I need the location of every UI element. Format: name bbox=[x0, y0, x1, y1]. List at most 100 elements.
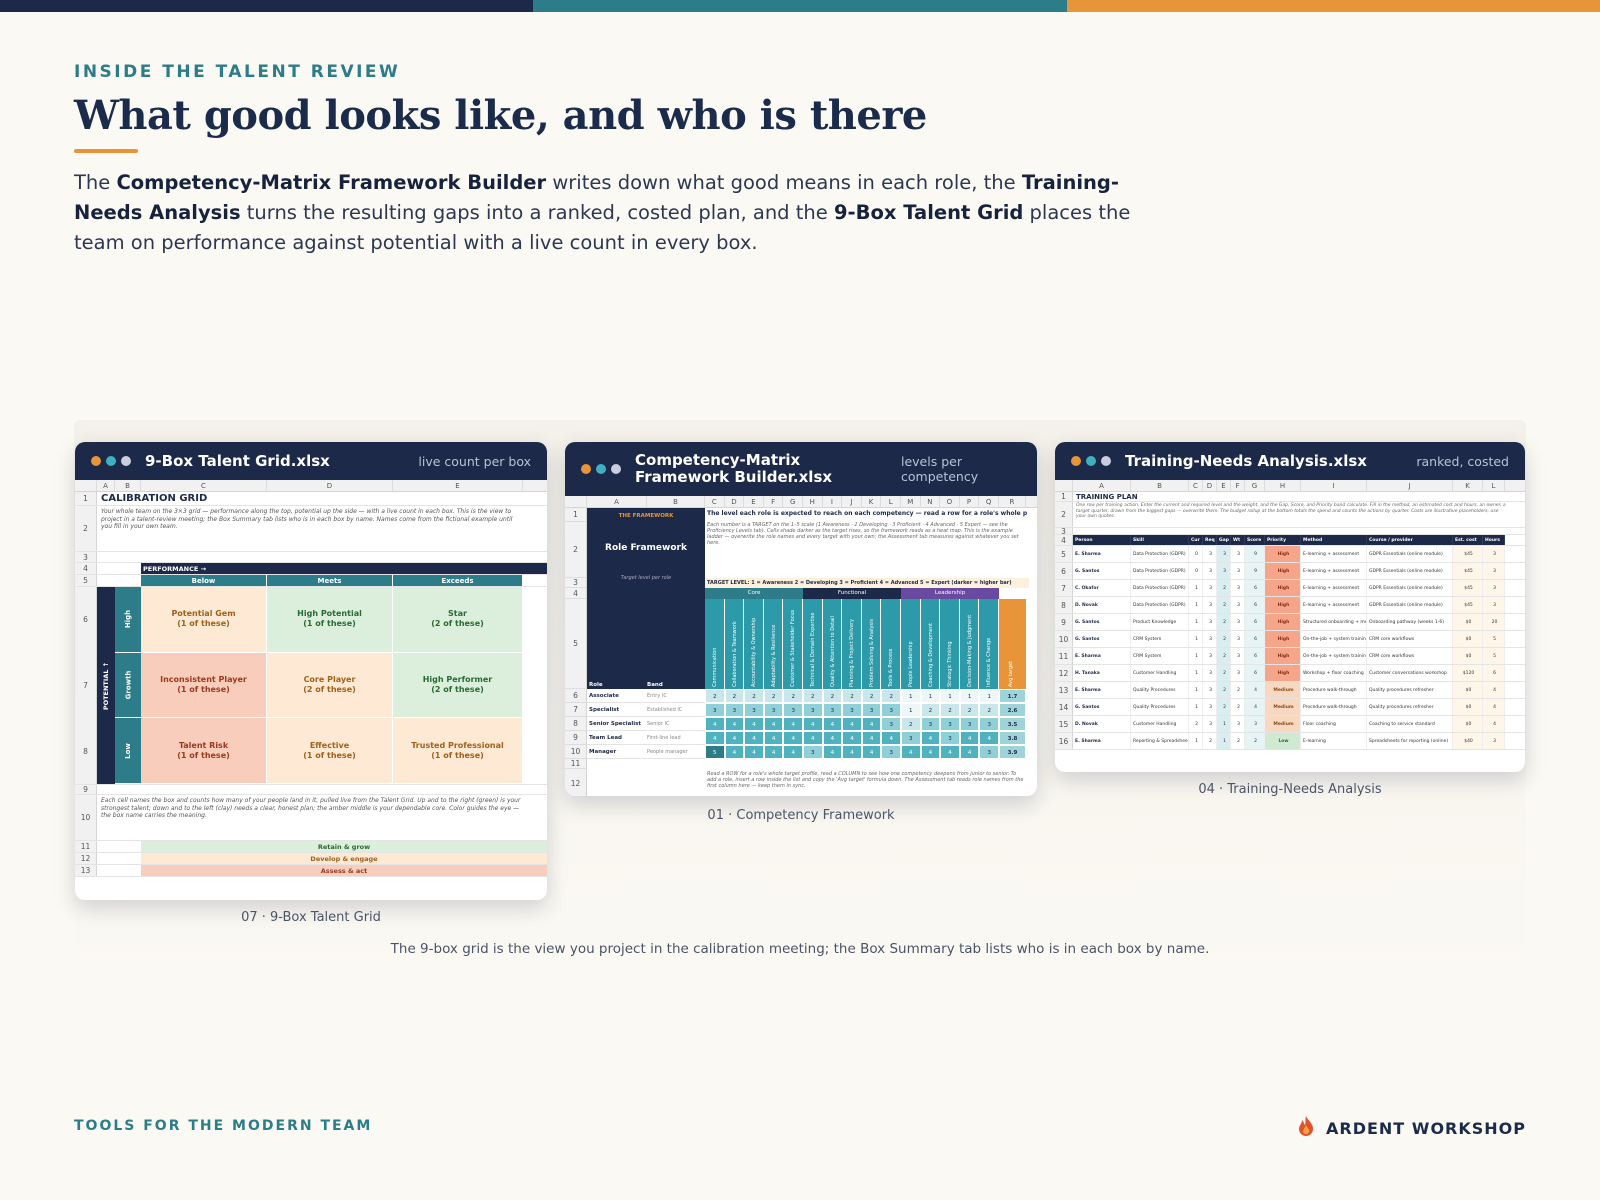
table-cell[interactable]: Onboarding pathway (weeks 1-6) bbox=[1367, 614, 1453, 630]
column-header[interactable]: I bbox=[823, 496, 843, 507]
table-cell[interactable]: E. Sharma bbox=[1073, 546, 1131, 562]
column-header[interactable]: A bbox=[587, 496, 647, 507]
target-level-cell[interactable]: 4 bbox=[744, 745, 764, 759]
target-level-cell[interactable]: 3 bbox=[842, 703, 862, 717]
target-level-cell[interactable]: 4 bbox=[724, 731, 745, 745]
column-header[interactable]: H bbox=[1265, 480, 1301, 491]
nine-box-cell[interactable]: Inconsistent Player (1 of these) bbox=[141, 652, 267, 719]
target-level-cell[interactable]: 2 bbox=[822, 689, 843, 703]
nine-box-cell[interactable]: Talent Risk (1 of these) bbox=[141, 718, 267, 784]
target-level-cell[interactable]: 4 bbox=[842, 745, 862, 759]
target-level-cell[interactable]: 4 bbox=[705, 731, 725, 745]
table-cell[interactable]: On-the-job + system training bbox=[1301, 648, 1367, 664]
target-level-cell[interactable]: 2 bbox=[881, 689, 901, 703]
target-level-cell[interactable]: 4 bbox=[783, 731, 803, 745]
target-level-cell[interactable]: 2 bbox=[940, 703, 960, 717]
target-level-cell[interactable]: 3 bbox=[959, 717, 980, 731]
nine-box-cell[interactable]: Star (2 of these) bbox=[393, 587, 523, 653]
table-cell[interactable]: Spreadsheets for reporting (online) bbox=[1367, 733, 1453, 749]
card-ninebox[interactable]: 9-Box Talent Grid.xlsx live count per bo… bbox=[75, 442, 547, 900]
nine-box-cell[interactable]: Trusted Professional (1 of these) bbox=[393, 718, 523, 784]
table-cell[interactable]: CRM core workflows bbox=[1367, 648, 1453, 664]
column-header[interactable]: C bbox=[141, 480, 267, 491]
target-level-cell[interactable]: 4 bbox=[842, 731, 862, 745]
target-level-cell[interactable]: 2 bbox=[979, 703, 999, 717]
target-level-cell[interactable]: 4 bbox=[881, 731, 901, 745]
column-header[interactable]: J bbox=[1367, 480, 1453, 491]
target-level-cell[interactable]: 3 bbox=[705, 703, 725, 717]
column-header[interactable]: B bbox=[647, 496, 705, 507]
column-header[interactable]: M bbox=[901, 496, 921, 507]
target-level-cell[interactable]: 4 bbox=[763, 717, 784, 731]
card-competency[interactable]: Competency-Matrix Framework Builder.xlsx… bbox=[565, 442, 1037, 796]
column-header[interactable]: G bbox=[1245, 480, 1265, 491]
target-level-cell[interactable]: 4 bbox=[822, 731, 843, 745]
competency-header[interactable]: Coaching & Development bbox=[920, 599, 941, 689]
column-header[interactable]: I bbox=[1301, 480, 1367, 491]
nine-box-cell[interactable]: High Potential (1 of these) bbox=[267, 587, 393, 653]
table-cell[interactable]: GDPR Essentials (online module) bbox=[1367, 597, 1453, 613]
table-cell[interactable]: E-learning + assessment bbox=[1301, 546, 1367, 562]
competency-header[interactable]: Strategic Thinking bbox=[940, 599, 960, 689]
target-level-cell[interactable]: 4 bbox=[763, 745, 784, 759]
column-header[interactable]: L bbox=[881, 496, 901, 507]
target-level-cell[interactable]: 1 bbox=[901, 689, 921, 703]
column-header[interactable]: D bbox=[1203, 480, 1217, 491]
table-cell[interactable]: GDPR Essentials (online module) bbox=[1367, 546, 1453, 562]
target-level-cell[interactable]: 4 bbox=[803, 717, 823, 731]
target-level-cell[interactable]: 2 bbox=[901, 717, 921, 731]
column-header[interactable]: C bbox=[705, 496, 725, 507]
nine-box-cell[interactable]: High Performer (2 of these) bbox=[393, 652, 523, 719]
column-header[interactable]: O bbox=[940, 496, 960, 507]
table-cell[interactable]: E. Sharma bbox=[1073, 733, 1131, 749]
column-header[interactable]: L bbox=[1483, 480, 1505, 491]
target-level-cell[interactable]: 1 bbox=[920, 689, 941, 703]
target-level-cell[interactable]: 4 bbox=[803, 731, 823, 745]
table-cell[interactable]: Workshop + floor coaching bbox=[1301, 665, 1367, 681]
table-cell[interactable]: G. Santos bbox=[1073, 699, 1131, 715]
target-level-cell[interactable]: 3 bbox=[822, 703, 843, 717]
column-header[interactable]: Q bbox=[979, 496, 999, 507]
table-cell[interactable]: G. Santos bbox=[1073, 563, 1131, 579]
table-cell[interactable]: Quality procedures refresher bbox=[1367, 682, 1453, 698]
target-level-cell[interactable]: 2 bbox=[959, 703, 980, 717]
target-level-cell[interactable]: 3 bbox=[940, 731, 960, 745]
table-cell[interactable]: GDPR Essentials (online module) bbox=[1367, 563, 1453, 579]
column-header[interactable]: G bbox=[783, 496, 803, 507]
table-cell[interactable]: GDPR Essentials (online module) bbox=[1367, 580, 1453, 596]
table-cell[interactable]: D. Novak bbox=[1073, 716, 1131, 732]
competency-header[interactable]: Accountability & Ownership bbox=[744, 599, 764, 689]
competency-header[interactable]: Customer & Stakeholder Focus bbox=[783, 599, 803, 689]
table-cell[interactable]: E-learning + assessment bbox=[1301, 597, 1367, 613]
target-level-cell[interactable]: 4 bbox=[744, 731, 764, 745]
column-header[interactable]: D bbox=[725, 496, 745, 507]
table-cell[interactable]: E. Sharma bbox=[1073, 648, 1131, 664]
target-level-cell[interactable]: 4 bbox=[920, 731, 941, 745]
nine-box-cell[interactable]: Effective (1 of these) bbox=[267, 718, 393, 784]
target-level-cell[interactable]: 1 bbox=[959, 689, 980, 703]
competency-header[interactable]: Adaptability & Resilience bbox=[763, 599, 784, 689]
target-level-cell[interactable]: 1 bbox=[940, 689, 960, 703]
column-header[interactable]: D bbox=[267, 480, 393, 491]
column-header[interactable]: B bbox=[115, 480, 141, 491]
table-cell[interactable]: D. Novak bbox=[1073, 597, 1131, 613]
target-level-cell[interactable]: 2 bbox=[803, 689, 823, 703]
target-level-cell[interactable]: 4 bbox=[861, 717, 882, 731]
column-header[interactable]: K bbox=[1453, 480, 1483, 491]
table-cell[interactable]: E-learning bbox=[1301, 733, 1367, 749]
target-level-cell[interactable]: 4 bbox=[901, 745, 921, 759]
target-level-cell[interactable]: 4 bbox=[822, 745, 843, 759]
target-level-cell[interactable]: 2 bbox=[724, 689, 745, 703]
target-level-cell[interactable]: 3 bbox=[920, 717, 941, 731]
target-level-cell[interactable]: 2 bbox=[705, 689, 725, 703]
target-level-cell[interactable]: 4 bbox=[920, 745, 941, 759]
table-cell[interactable]: G. Santos bbox=[1073, 631, 1131, 647]
nine-box-cell[interactable]: Core Player (2 of these) bbox=[267, 652, 393, 719]
card-training[interactable]: Training-Needs Analysis.xlsx ranked, cos… bbox=[1055, 442, 1525, 772]
target-level-cell[interactable]: 4 bbox=[940, 745, 960, 759]
target-level-cell[interactable]: 4 bbox=[724, 717, 745, 731]
target-level-cell[interactable]: 3 bbox=[783, 703, 803, 717]
target-level-cell[interactable]: 2 bbox=[920, 703, 941, 717]
target-level-cell[interactable]: 3 bbox=[803, 703, 823, 717]
target-level-cell[interactable]: 4 bbox=[959, 731, 980, 745]
